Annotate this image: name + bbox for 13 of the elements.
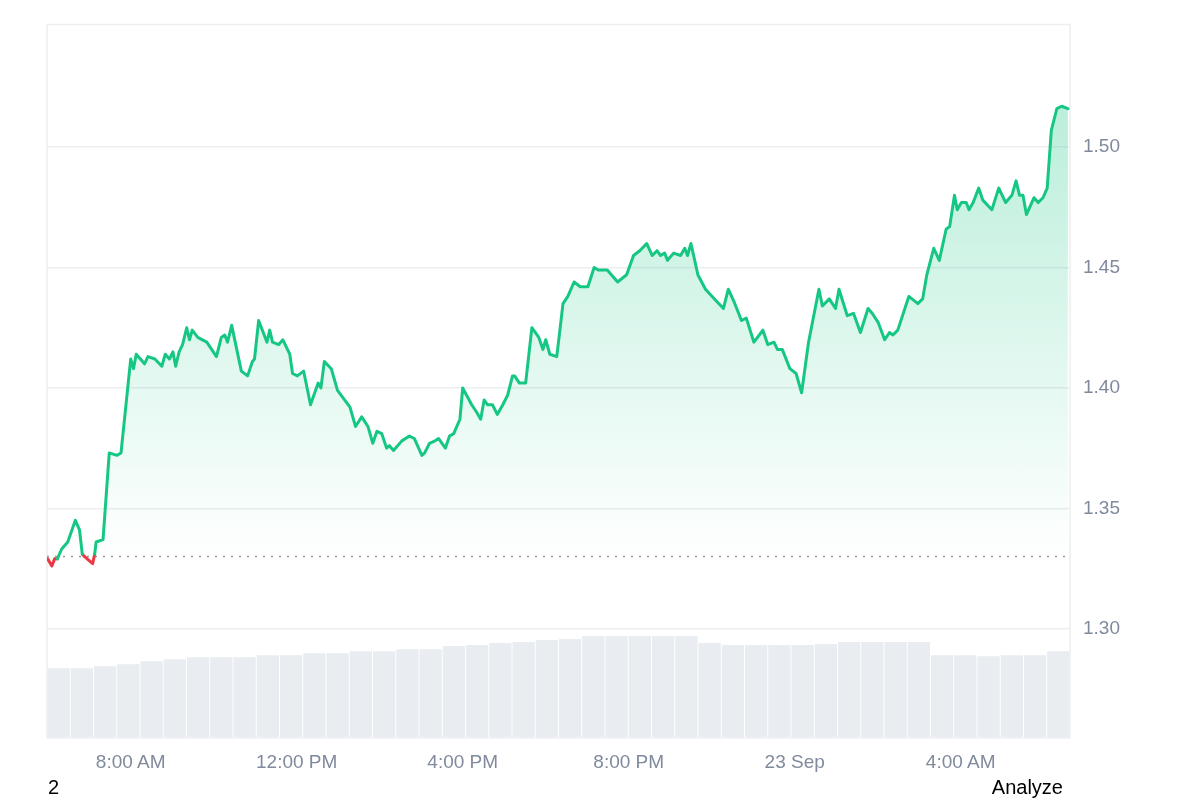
y-tick-label: 1.50 bbox=[1083, 135, 1120, 157]
x-tick-label: 8:00 AM bbox=[95, 750, 166, 772]
y-tick-label: 1.35 bbox=[1083, 496, 1120, 518]
x-tick-label: 23 Sep bbox=[764, 750, 825, 772]
y-tick-label: 1.45 bbox=[1083, 255, 1120, 277]
text: 2 bbox=[48, 776, 60, 799]
x-tick-label: 4:00 PM bbox=[427, 750, 499, 772]
y-tick-label: 1.40 bbox=[1083, 376, 1120, 398]
x-tick-label: 8:00 PM bbox=[593, 750, 665, 772]
x-tick-label: 4:00 AM bbox=[925, 750, 996, 772]
x-tick-label: 12:00 PM bbox=[256, 750, 338, 772]
text: Analyze bbox=[991, 776, 1063, 799]
y-tick-label: 1.30 bbox=[1083, 616, 1120, 638]
